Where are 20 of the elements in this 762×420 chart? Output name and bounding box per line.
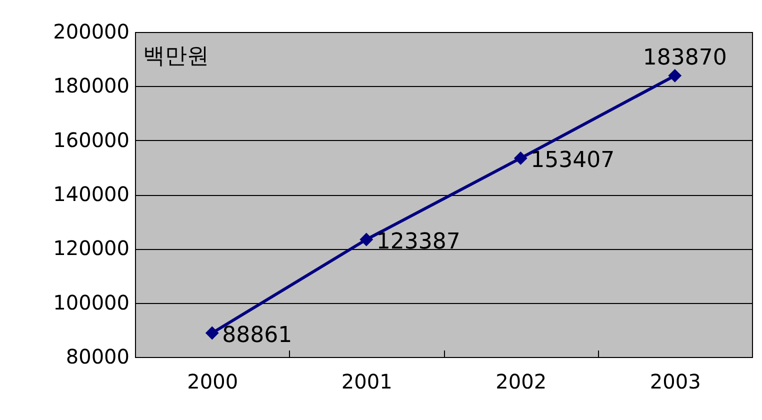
- point: [668, 68, 682, 82]
- y-tick-label: 100000: [53, 290, 130, 314]
- data-label: 123387: [376, 229, 460, 254]
- y-tick-label: 140000: [53, 182, 130, 206]
- y-tick-label: 120000: [53, 236, 130, 260]
- data-label: 183870: [642, 46, 727, 71]
- point: [514, 151, 528, 165]
- x-tick-label: 2002: [496, 370, 547, 394]
- data-label: 153407: [530, 148, 615, 174]
- y-tick-label: 160000: [53, 128, 130, 152]
- point: [360, 232, 374, 246]
- data-label: 88861: [222, 323, 292, 348]
- point: [205, 326, 219, 340]
- y-tick-label: 80000: [66, 344, 130, 368]
- y-tick-label: 200000: [53, 20, 130, 44]
- x-tick-label: 2001: [341, 370, 392, 394]
- y-tick-label: 180000: [53, 74, 130, 98]
- x-tick-label: 2003: [650, 370, 701, 394]
- x-tick-label: 2000: [187, 370, 238, 394]
- y-axis-title: 백만원: [143, 44, 209, 69]
